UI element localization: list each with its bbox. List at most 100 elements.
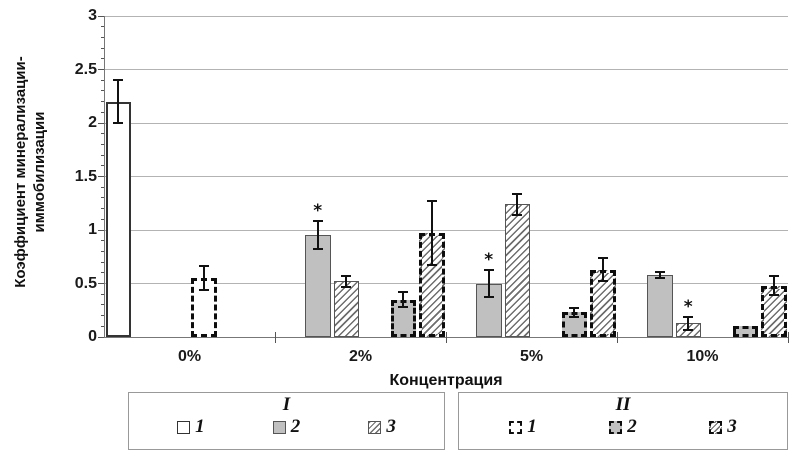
error-bar-bar-II-2-5%: [573, 308, 576, 317]
y-minor-tick: [101, 261, 104, 263]
error-bar-bar-I-1-0%: [117, 80, 120, 123]
y-minor-tick: [101, 36, 104, 38]
legend-swatch-II-2: [609, 420, 623, 434]
bar-I-1-0%: [105, 101, 131, 337]
y-tick-label-0: 0: [88, 328, 97, 345]
gridline-y-3: [104, 15, 788, 17]
legend-swatch-I-2: [272, 420, 286, 434]
gridline-y-2: [104, 122, 788, 124]
legend-item-II-1: 1: [509, 417, 537, 437]
bar-I-2-10%: [647, 274, 673, 337]
y-minor-tick: [101, 240, 104, 242]
y-minor-tick: [101, 26, 104, 28]
y-minor-tick: [101, 47, 104, 49]
y-minor-tick: [101, 218, 104, 220]
gridline-y-0.5: [104, 283, 788, 284]
error-cap-top-bar-II-2-2%: [398, 291, 409, 294]
x-category-tick: [445, 332, 447, 343]
y-minor-tick: [101, 272, 104, 274]
y-minor-tick: [101, 79, 104, 81]
error-cap-top-bar-II-1-0%: [198, 265, 209, 268]
bar-I-3-2%: [333, 281, 359, 337]
error-cap-bottom-bar-I-3-2%: [341, 285, 352, 288]
y-minor-tick: [101, 208, 104, 210]
legend-label-II-3: 3: [727, 416, 737, 437]
error-cap-top-bar-I-1-0%: [113, 79, 124, 82]
y-minor-tick: [101, 325, 104, 327]
x-axis-title: Концентрация: [389, 372, 503, 389]
legend-item-I-1: 1: [177, 417, 205, 437]
y-minor-tick: [101, 186, 104, 188]
legend-group-II: II 1 2 3: [458, 392, 788, 450]
y-major-tick: [98, 229, 104, 231]
error-cap-top-bar-II-3-10%: [768, 275, 779, 277]
legend-group-I: I 1 2 3: [128, 392, 445, 450]
legend-group-I-items: 1 2 3: [129, 417, 444, 437]
legend-swatch-I-3: [368, 420, 382, 434]
x-tick-label-10%: 10%: [686, 348, 719, 365]
legend-label-I-3: 3: [386, 416, 396, 437]
y-axis-title: Коэффициент минерализации- иммобилизации: [11, 7, 49, 337]
legend-label-II-2: 2: [627, 416, 637, 437]
error-cap-bottom-bar-I-1-0%: [113, 122, 124, 124]
legend: I 1 2 3 II 1: [128, 392, 788, 450]
y-minor-tick: [101, 304, 104, 306]
y-minor-tick: [101, 90, 104, 92]
error-bar-bar-I-3-5%: [516, 193, 519, 215]
gridline-y-1: [104, 229, 788, 231]
error-cap-bottom-bar-I-2-5%: [483, 296, 494, 299]
error-bar-bar-I-2-10%: [658, 271, 661, 279]
x-tick-label-2%: 2%: [348, 348, 373, 365]
error-cap-bottom-bar-II-3-10%: [768, 294, 779, 297]
error-bar-bar-II-1-0%: [202, 266, 205, 290]
legend-label-I-2: 2: [290, 416, 301, 437]
error-cap-top-bar-I-2-2%: [312, 220, 323, 223]
bar-I-3-5%: [504, 204, 530, 337]
legend-item-I-2: 2: [272, 416, 301, 437]
error-bar-bar-I-3-2%: [345, 276, 348, 287]
error-bar-bar-II-3-5%: [601, 257, 604, 282]
legend-swatch-II-1: [509, 420, 523, 434]
legend-group-II-items: 1 2 3: [459, 417, 787, 437]
legend-swatch-I-1: [177, 420, 191, 434]
y-minor-tick: [101, 111, 104, 113]
y-minor-tick: [101, 154, 104, 156]
error-cap-top-bar-I-3-2%: [341, 275, 352, 277]
y-axis-title-line-2: иммобилизации: [31, 111, 48, 233]
x-tick-label-5%: 5%: [519, 348, 544, 365]
error-bar-bar-I-2-5%: [487, 269, 490, 298]
error-cap-bottom-bar-I-2-2%: [312, 248, 323, 251]
y-minor-tick: [101, 250, 104, 252]
error-cap-bottom-bar-II-3-2%: [426, 264, 437, 267]
y-tick-label-0.5: 0.5: [74, 274, 97, 292]
bar-II-2-10%: [732, 326, 758, 337]
legend-group-I-title: I: [282, 394, 291, 415]
y-tick-label-1: 1: [88, 221, 97, 238]
error-bar-bar-I-3-10%: [687, 316, 690, 330]
significance-marker-bar-I-3-10%: *: [683, 296, 693, 317]
y-minor-tick: [101, 133, 104, 135]
error-cap-bottom-bar-I-3-5%: [512, 214, 523, 217]
error-cap-top-bar-I-2-5%: [483, 268, 494, 271]
y-major-tick: [98, 69, 104, 70]
error-cap-bottom-bar-II-2-2%: [398, 306, 409, 309]
gridline-y-1.5: [104, 176, 788, 177]
error-bar-bar-II-2-2%: [402, 292, 405, 308]
error-cap-top-bar-II-2-5%: [569, 307, 580, 310]
legend-swatch-II-3: [709, 420, 723, 434]
error-cap-top-bar-I-3-5%: [512, 192, 523, 195]
y-major-tick: [98, 336, 104, 338]
error-bar-bar-II-3-10%: [772, 276, 775, 296]
error-cap-bottom-bar-II-2-5%: [569, 315, 580, 318]
error-cap-bottom-bar-II-3-5%: [597, 280, 608, 283]
error-cap-top-bar-I-3-10%: [683, 315, 694, 318]
y-minor-tick: [101, 165, 104, 167]
error-cap-bottom-bar-I-3-10%: [683, 328, 694, 331]
bar-I-2-2%: [305, 235, 331, 337]
legend-label-II-1: 1: [527, 416, 537, 437]
y-tick-label-2.5: 2.5: [74, 60, 97, 78]
bar-II-3-2%: [419, 233, 445, 337]
x-category-tick: [787, 332, 789, 343]
error-bar-bar-I-2-2%: [316, 221, 319, 250]
